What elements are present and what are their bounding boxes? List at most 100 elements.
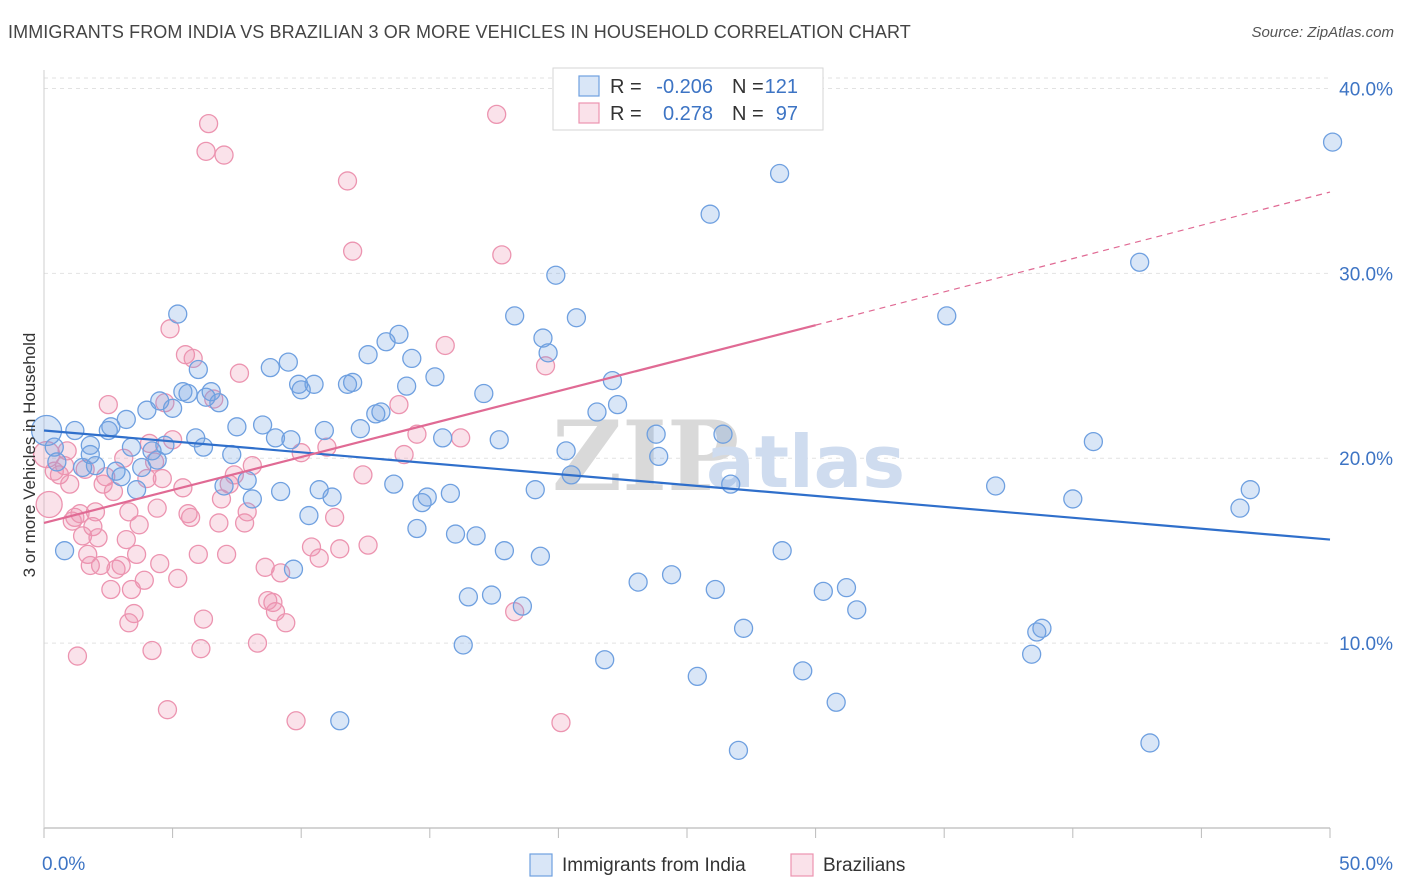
india-point [242, 489, 262, 509]
brazil-point [101, 579, 121, 600]
legend-r-value-brazil: 0.278 [663, 103, 713, 125]
india-point [602, 370, 623, 391]
india-point [111, 467, 131, 487]
india-point [453, 635, 473, 655]
brazil-point [193, 609, 214, 629]
brazil-point [353, 465, 373, 485]
brazil-point [90, 555, 111, 576]
india-point [260, 358, 280, 378]
brazil-point [337, 171, 358, 191]
brazil-point [286, 711, 306, 731]
india-point [397, 376, 417, 396]
india-point [546, 265, 566, 285]
india-point [168, 304, 188, 324]
india-point [721, 474, 741, 494]
brazil-point [98, 394, 118, 415]
legend-swatch-brazil [578, 102, 600, 124]
india-point [227, 417, 247, 437]
india-point [937, 306, 957, 326]
india-point [440, 483, 461, 504]
india-point [384, 474, 404, 494]
india-point [733, 618, 754, 638]
brazil-point [147, 498, 167, 518]
india-point [299, 505, 319, 526]
india-point [1021, 644, 1042, 664]
series-legend: Immigrants from India Brazilians [529, 853, 905, 877]
india-point [538, 343, 558, 363]
india-point [661, 565, 682, 585]
india-trend-line [43, 429, 1331, 541]
brazil-point [60, 474, 80, 494]
brazil-point [119, 613, 139, 633]
india-point [445, 524, 466, 544]
brazil-point [116, 529, 136, 550]
india-point [132, 457, 152, 478]
brazil-point [142, 640, 162, 661]
chart-title: IMMIGRANTS FROM INDIA VS BRAZILIAN 3 OR … [8, 22, 911, 42]
india-point [342, 372, 363, 393]
trend-lines [43, 191, 1331, 541]
brazil-point [180, 507, 201, 528]
india-point [474, 383, 494, 404]
y-axis-label: 3 or more Vehicles in Household [20, 333, 39, 578]
india-point [649, 446, 669, 467]
legend-n-value-india: 121 [765, 76, 798, 98]
india-point [314, 420, 334, 441]
india-point [505, 306, 525, 326]
source-credit: Source: ZipAtlas.com [1251, 24, 1394, 41]
india-point [188, 359, 208, 380]
brazil-point [88, 528, 108, 548]
brazil-point [276, 613, 296, 633]
india-point [322, 487, 342, 507]
brazil-point [216, 544, 237, 565]
india-point [162, 398, 183, 418]
india-point [556, 441, 576, 461]
india-point [566, 308, 587, 328]
india-point [466, 526, 486, 546]
india-point [481, 585, 502, 605]
x-axis-ticks [43, 828, 1331, 838]
india-point [65, 420, 85, 441]
brazil-point [119, 502, 139, 522]
watermark-zip: ZIP [552, 400, 739, 513]
india-point [772, 541, 792, 561]
brazil-point [168, 568, 188, 589]
brazil-point [247, 633, 268, 653]
india-point [214, 476, 234, 496]
legend-n-label-brazil: N = [732, 103, 764, 125]
india-point [687, 666, 707, 687]
brazil-point [301, 537, 322, 557]
india-point [847, 600, 867, 620]
brazil-point [152, 468, 172, 489]
gridlines [44, 77, 1330, 644]
india-point [628, 572, 648, 592]
y-axis-tick-labels: 10.0% 20.0% 30.0% 40.0% [1339, 79, 1393, 655]
india-point [713, 424, 733, 444]
india-point [330, 711, 350, 731]
brazil-trend-extension [815, 191, 1331, 326]
correlation-legend: R = -0.206 N = 121 R = 0.278 N = 97 [552, 67, 824, 131]
brazil-point [342, 241, 363, 261]
brazil-point [214, 145, 234, 165]
india-point [389, 324, 409, 345]
india-point [607, 394, 628, 415]
india-point [425, 367, 445, 387]
india-point [47, 452, 67, 472]
india-point [371, 402, 391, 422]
india-point [646, 424, 666, 444]
brazil-point [330, 539, 350, 559]
india-point [281, 430, 301, 450]
brazil-point [258, 590, 278, 611]
brazil-point [394, 444, 414, 465]
india-point [412, 492, 432, 513]
india-point [178, 383, 198, 404]
brazil-point [188, 544, 208, 565]
india-point [728, 740, 749, 761]
brazil-point [93, 474, 113, 494]
legend-bottom-label-brazil: Brazilians [823, 855, 905, 876]
legend-n-value-brazil: 97 [776, 103, 798, 125]
brazil-point [389, 394, 409, 415]
brazil-point [67, 646, 88, 666]
brazil-point [80, 555, 100, 576]
y-tick-label: 20.0% [1339, 449, 1393, 470]
